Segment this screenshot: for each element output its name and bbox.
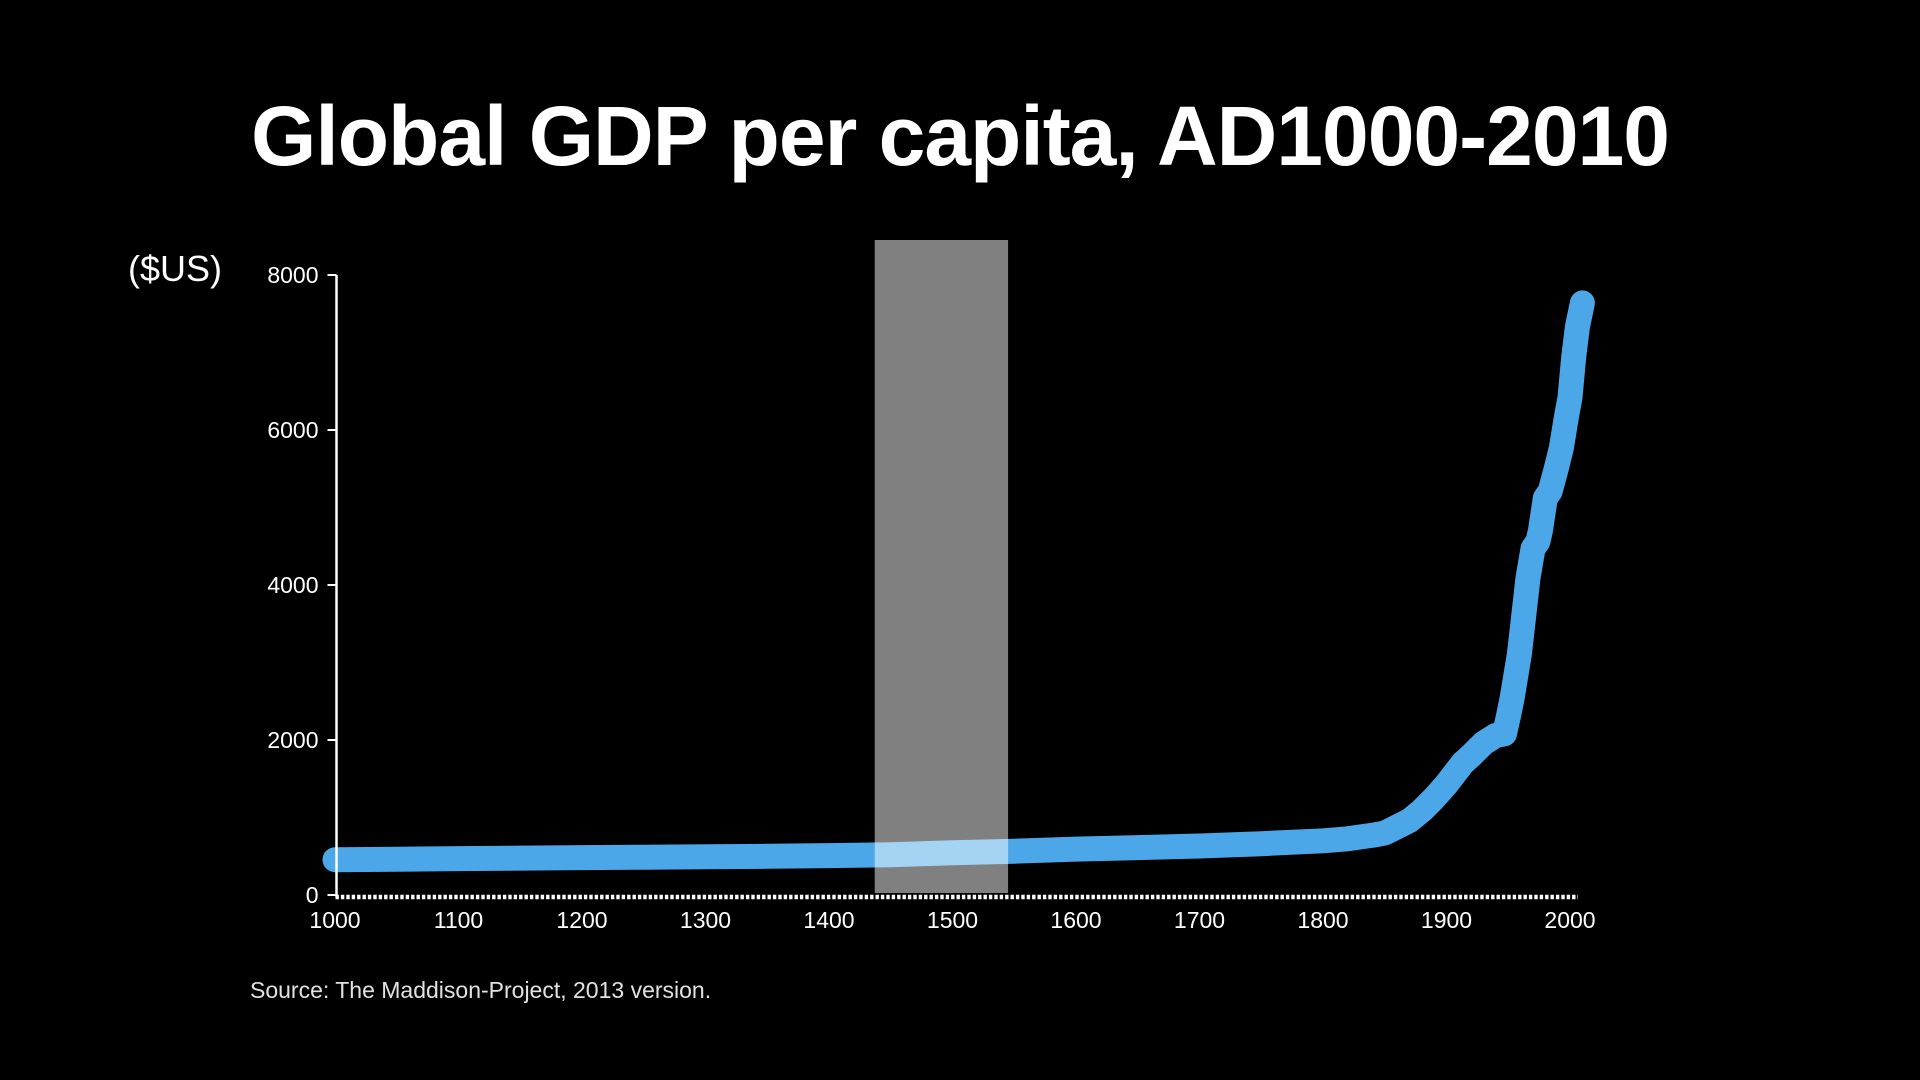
svg-text:1300: 1300 xyxy=(680,907,731,933)
svg-text:1500: 1500 xyxy=(927,907,978,933)
y-tick-labels: 0 2000 4000 6000 8000 xyxy=(267,262,318,908)
gdp-line-series xyxy=(322,290,1595,873)
y-axis-unit-label: ($US) xyxy=(128,248,223,289)
x-tick-labels: 1000 1100 1200 1300 1400 1500 1600 1700 1800 1900… xyxy=(309,907,1595,933)
source-note: Source: The Maddison-Project, 2013 versi… xyxy=(250,977,712,1003)
svg-text:1100: 1100 xyxy=(434,907,483,933)
svg-text:8000: 8000 xyxy=(267,262,318,288)
svg-text:1400: 1400 xyxy=(803,907,854,933)
svg-text:2000: 2000 xyxy=(267,727,318,753)
svg-text:1000: 1000 xyxy=(309,907,360,933)
svg-text:1900: 1900 xyxy=(1421,907,1472,933)
svg-text:0: 0 xyxy=(306,882,319,908)
svg-text:4000: 4000 xyxy=(267,572,318,598)
chart-title: Global GDP per capita, AD1000-2010 xyxy=(251,89,1670,183)
svg-text:1600: 1600 xyxy=(1050,907,1101,933)
svg-text:2000: 2000 xyxy=(1544,907,1595,933)
svg-text:1200: 1200 xyxy=(556,907,607,933)
svg-text:6000: 6000 xyxy=(267,417,318,443)
highlight-band xyxy=(874,240,1009,893)
svg-text:1700: 1700 xyxy=(1174,907,1225,933)
y-axis xyxy=(327,274,338,897)
svg-text:1800: 1800 xyxy=(1297,907,1348,933)
